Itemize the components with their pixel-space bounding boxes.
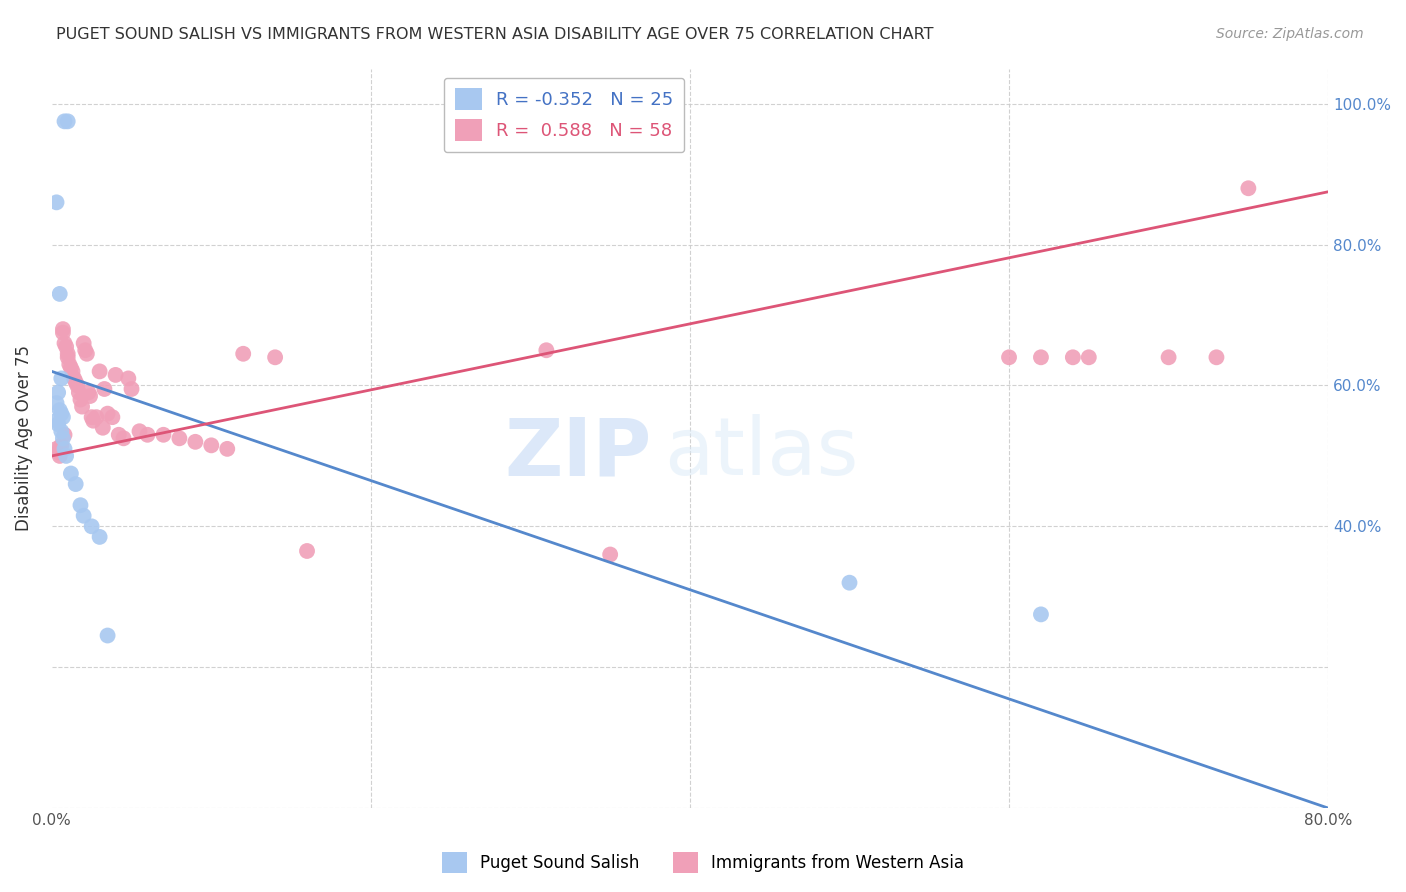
Point: [107, 427, 129, 442]
Point: [66, 378, 89, 392]
Point: [232, 347, 254, 361]
Point: [117, 371, 139, 385]
Point: [89, 530, 111, 544]
Point: [51, 407, 73, 421]
Point: [838, 575, 860, 590]
Point: [48, 403, 70, 417]
Point: [86, 410, 108, 425]
Point: [45, 442, 67, 456]
Point: [46, 417, 69, 432]
Text: atlas: atlas: [665, 414, 859, 492]
Point: [52, 322, 75, 336]
Point: [53, 114, 76, 128]
Point: [73, 336, 96, 351]
Point: [77, 385, 100, 400]
Point: [1205, 351, 1227, 365]
Point: [62, 364, 84, 378]
Point: [264, 351, 287, 365]
Point: [52, 431, 75, 445]
Point: [93, 382, 115, 396]
Point: [69, 392, 91, 407]
Point: [65, 477, 87, 491]
Point: [80, 519, 103, 533]
Point: [79, 389, 101, 403]
Point: [59, 360, 82, 375]
Point: [65, 375, 87, 389]
Text: ZIP: ZIP: [505, 414, 651, 492]
Point: [128, 424, 150, 438]
Point: [112, 431, 135, 445]
Point: [56, 347, 79, 361]
Text: PUGET SOUND SALISH VS IMMIGRANTS FROM WESTERN ASIA DISABILITY AGE OVER 75 CORREL: PUGET SOUND SALISH VS IMMIGRANTS FROM WE…: [56, 27, 934, 42]
Point: [48, 449, 70, 463]
Point: [998, 351, 1021, 365]
Y-axis label: Disability Age Over 75: Disability Age Over 75: [15, 345, 32, 532]
Point: [48, 286, 70, 301]
Point: [80, 410, 103, 425]
Point: [1077, 351, 1099, 365]
Point: [599, 548, 621, 562]
Point: [67, 385, 90, 400]
Point: [169, 431, 191, 445]
Point: [51, 438, 73, 452]
Point: [53, 336, 76, 351]
Point: [52, 410, 75, 425]
Point: [97, 628, 120, 642]
Point: [48, 442, 70, 456]
Point: [46, 385, 69, 400]
Legend: Puget Sound Salish, Immigrants from Western Asia: Puget Sound Salish, Immigrants from West…: [434, 846, 972, 880]
Point: [1157, 351, 1180, 365]
Point: [51, 371, 73, 385]
Point: [1062, 351, 1084, 365]
Point: [55, 340, 77, 354]
Point: [121, 382, 143, 396]
Legend: R = -0.352   N = 25, R =  0.588   N = 58: R = -0.352 N = 25, R = 0.588 N = 58: [444, 78, 685, 153]
Point: [217, 442, 239, 456]
Point: [58, 357, 80, 371]
Point: [53, 442, 76, 456]
Point: [295, 544, 318, 558]
Point: [152, 427, 174, 442]
Point: [200, 438, 222, 452]
Point: [1237, 181, 1260, 195]
Point: [91, 421, 114, 435]
Point: [63, 371, 86, 385]
Point: [51, 424, 73, 438]
Point: [536, 343, 558, 358]
Point: [104, 368, 127, 382]
Point: [56, 351, 79, 365]
Point: [45, 195, 67, 210]
Point: [184, 434, 207, 449]
Point: [1029, 351, 1052, 365]
Point: [75, 343, 97, 358]
Point: [59, 467, 82, 481]
Point: [89, 364, 111, 378]
Point: [46, 445, 69, 459]
Point: [70, 400, 93, 414]
Point: [53, 427, 76, 442]
Point: [97, 407, 120, 421]
Point: [56, 114, 79, 128]
Point: [73, 508, 96, 523]
Text: Source: ZipAtlas.com: Source: ZipAtlas.com: [1216, 27, 1364, 41]
Point: [55, 449, 77, 463]
Point: [45, 396, 67, 410]
Point: [136, 427, 159, 442]
Point: [69, 498, 91, 512]
Point: [101, 410, 124, 425]
Point: [76, 347, 98, 361]
Point: [45, 414, 67, 428]
Point: [52, 326, 75, 340]
Point: [82, 414, 104, 428]
Point: [1029, 607, 1052, 622]
